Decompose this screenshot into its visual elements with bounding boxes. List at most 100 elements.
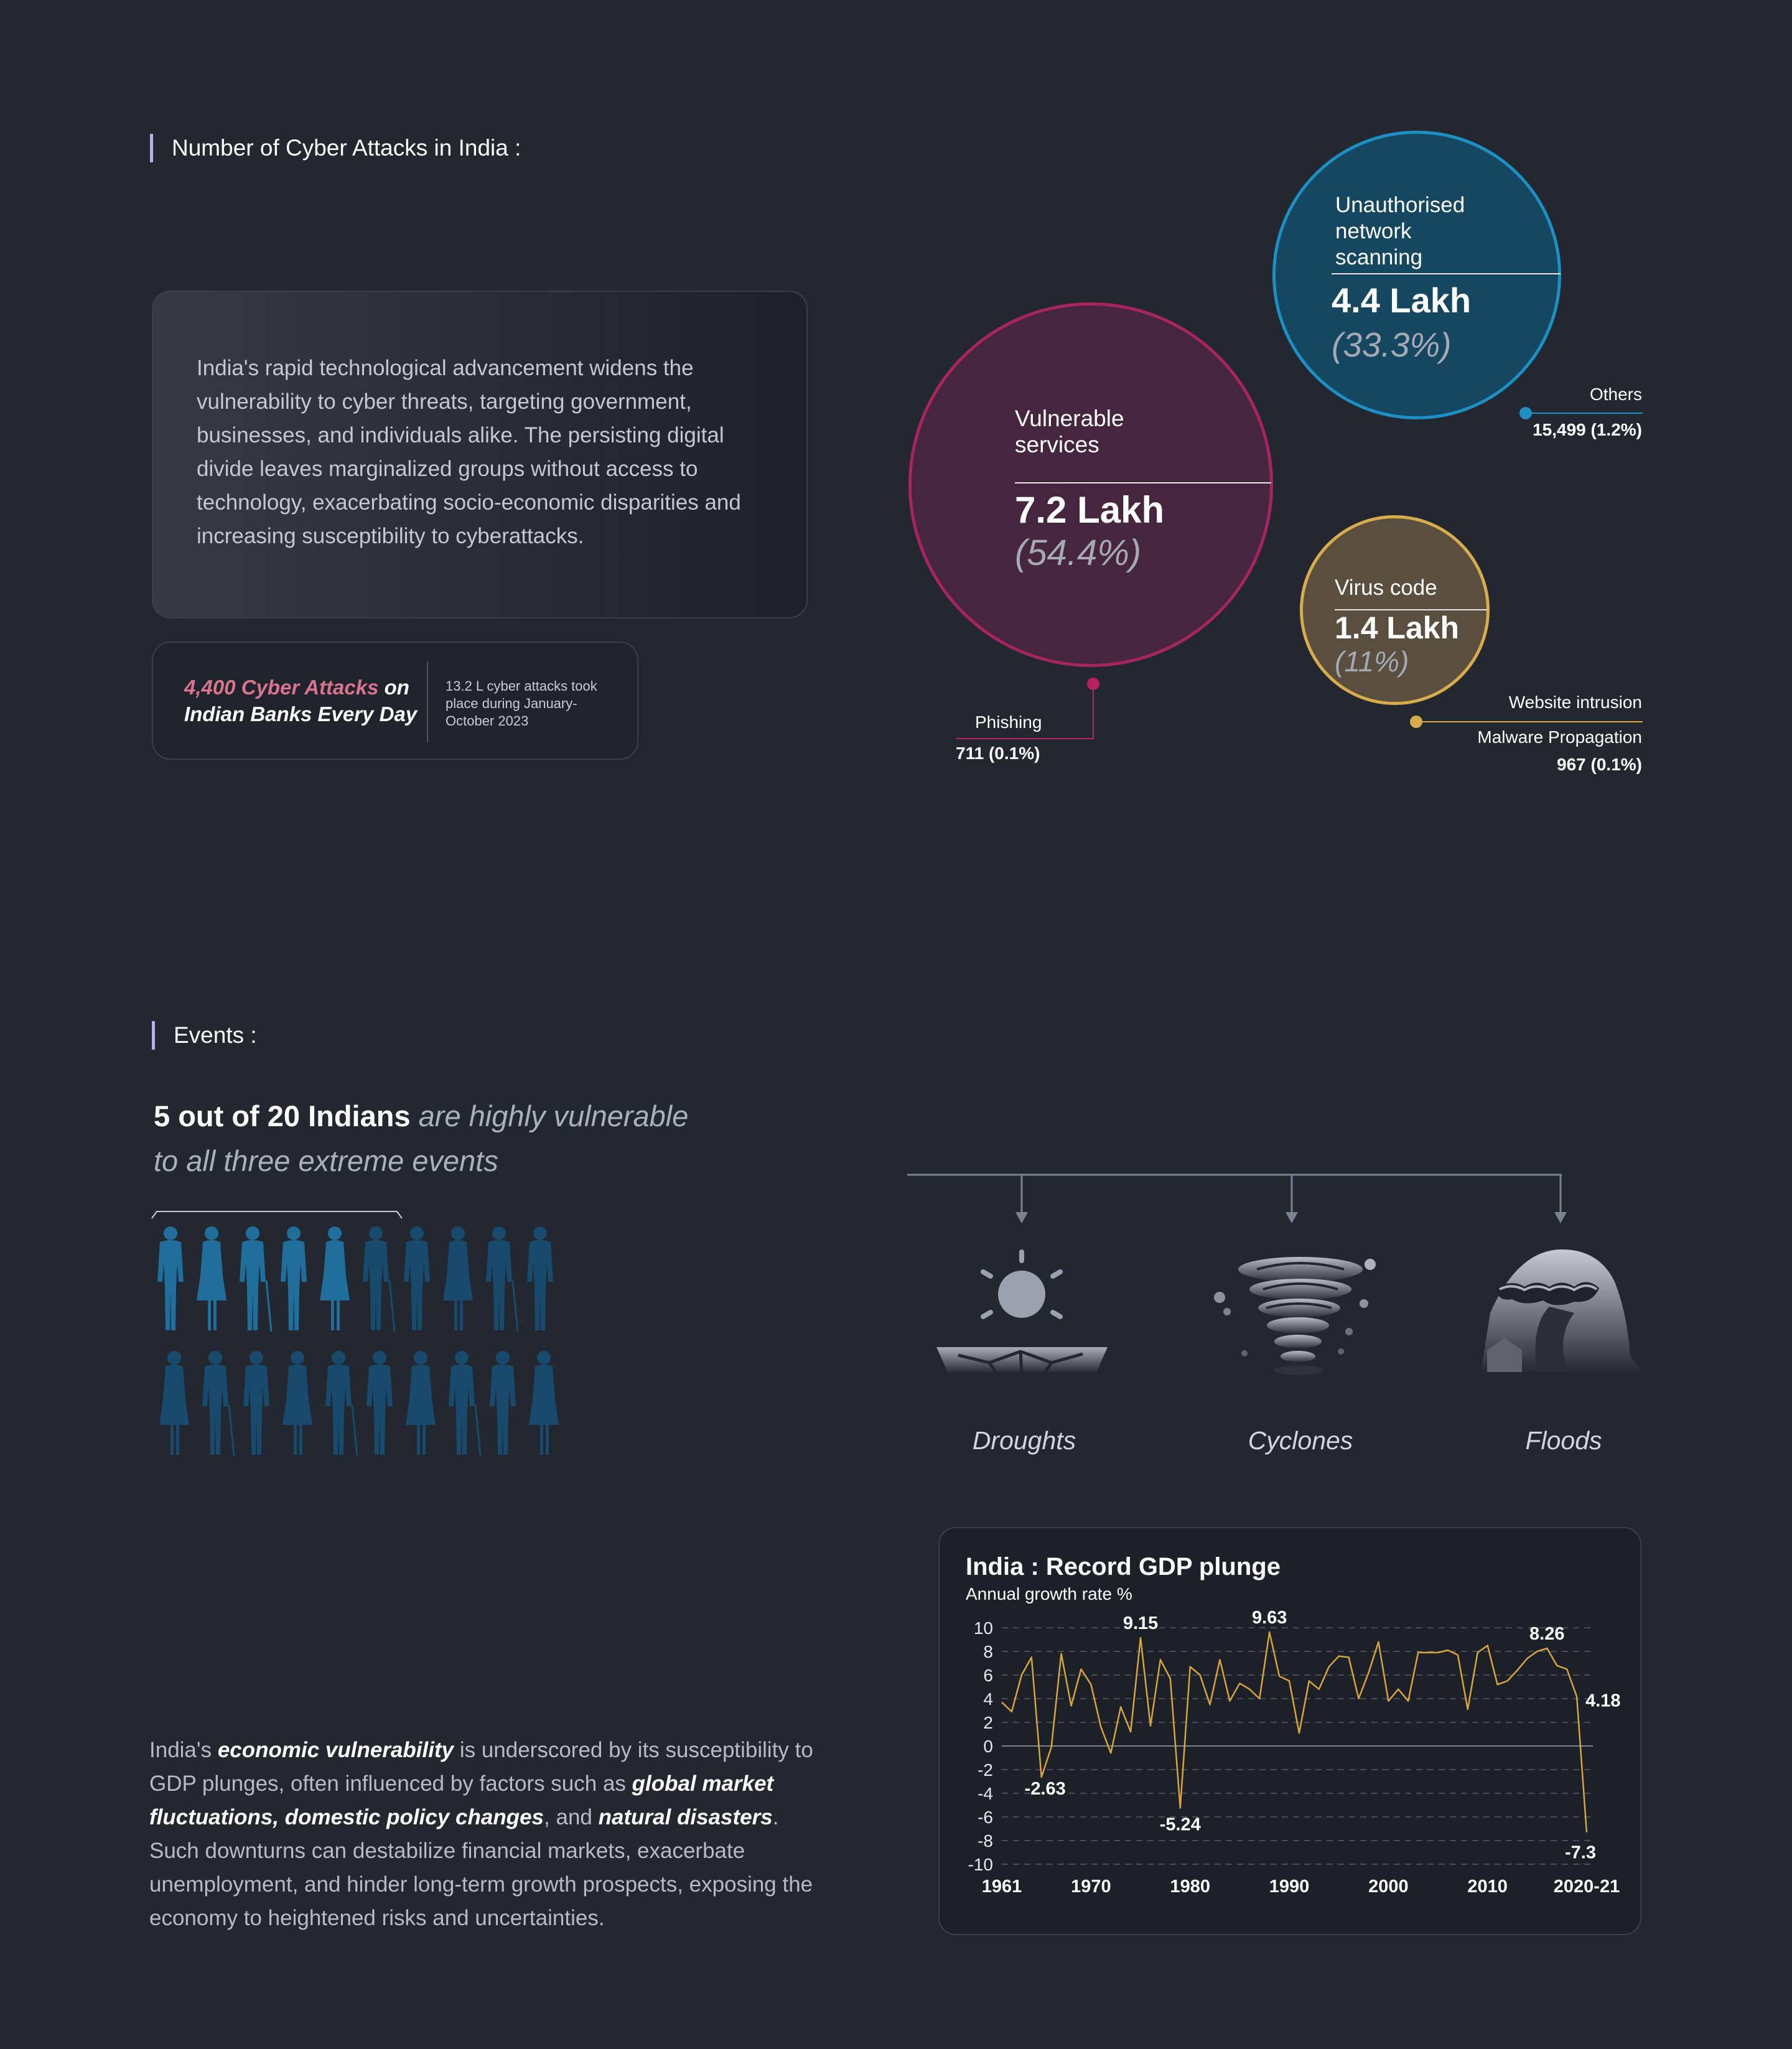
event-label-floods: Floods (1525, 1426, 1602, 1455)
website-intrusion-label: Website intrusion (1508, 693, 1642, 712)
data-label: 9.15 (1123, 1613, 1158, 1633)
person-icon (282, 1351, 312, 1455)
economy-text: India's economic vulnerability is unders… (149, 1734, 834, 1935)
person-icon (240, 1226, 273, 1332)
bubble-vulnerable-services (908, 302, 1273, 667)
x-tick-label: 1980 (1170, 1877, 1210, 1897)
person-icon (159, 1351, 189, 1455)
attacks-note: 13.2 L cyber attacks took place during J… (446, 678, 597, 729)
person-icon (202, 1351, 235, 1457)
events-section-heading: Events : (152, 1021, 257, 1050)
data-label: 8.26 (1529, 1624, 1564, 1644)
person-icon (449, 1351, 482, 1457)
data-label: -7.3 (1565, 1843, 1596, 1863)
events-connector (907, 1174, 1567, 1223)
y-tick-label: -6 (978, 1808, 993, 1827)
economy-text-part: . Such downturns can destabilize financi… (149, 1805, 813, 1930)
person-icon (527, 1226, 553, 1330)
y-tick-label: 8 (983, 1642, 993, 1661)
y-tick-label: 2 (983, 1713, 993, 1732)
bubble-label-vulnerable: Vulnerable services (1015, 406, 1124, 457)
others-value: 15,499 (1.2%) (1533, 420, 1642, 439)
bubble-label-virus: Virus code (1335, 576, 1437, 600)
bubble-network-scanning (1272, 131, 1561, 419)
highlight-bracket (151, 1211, 403, 1219)
intro-card: India's rapid technological advancement … (152, 291, 808, 618)
person-icon (366, 1351, 393, 1455)
person-icon (157, 1226, 184, 1330)
x-tick-label: 1990 (1269, 1877, 1310, 1897)
bank-attacks-card: 4,400 Cyber Attacks on Indian Banks Ever… (152, 642, 638, 760)
person-icon (243, 1351, 269, 1455)
bubble-label-scanning: Unauthorised network scanning (1335, 193, 1465, 269)
cyber-heading-text: Number of Cyber Attacks in India : (172, 135, 521, 161)
economy-text-part: , and (544, 1805, 599, 1829)
person-icon (490, 1351, 516, 1455)
bank-attacks-rest: on Indian Banks Every Day (184, 676, 418, 726)
x-tick-label: 1970 (1071, 1877, 1111, 1897)
events-headline-bold: 5 out of 20 Indians (154, 1099, 411, 1132)
y-tick-label: 0 (983, 1737, 993, 1756)
cyclone-icon (1214, 1257, 1376, 1375)
y-tick-label: 4 (983, 1689, 993, 1709)
bubble-pct-virus: (11%) (1335, 645, 1409, 678)
bank-attacks-statement: 4,400 Cyber Attacks on Indian Banks Ever… (184, 674, 421, 727)
malware-label: Malware Propagation (1477, 727, 1642, 747)
events-headline-rest: are highly vulnerable to all three extre… (154, 1099, 689, 1177)
x-tick-label: 2000 (1368, 1877, 1409, 1897)
heading-accent-bar (150, 134, 153, 162)
event-label-droughts: Droughts (972, 1426, 1076, 1455)
gdp-line-chart: 10 8 6 4 2 0 -2 -4 -6 -8 -10 1961 1970 1980 1990 2000 20… (968, 1608, 1621, 1897)
flood-icon (1481, 1249, 1643, 1372)
person-icon (443, 1226, 473, 1330)
cyber-section-heading: Number of Cyber Attacks in India : (150, 134, 521, 162)
phishing-leader (956, 684, 1094, 739)
person-icon (325, 1351, 358, 1457)
person-icon (529, 1351, 559, 1455)
person-icon (320, 1226, 350, 1330)
economy-text-emphasis: global market fluctuations, domestic pol… (149, 1771, 774, 1829)
bank-attacks-highlight: 4,400 Cyber Attacks (184, 676, 379, 699)
data-label: 4.18 (1585, 1691, 1620, 1711)
bubble-divider-vulnerable (1015, 482, 1271, 483)
person-icon (363, 1226, 396, 1332)
bubble-pct-scanning: (33.3%) (1332, 325, 1452, 364)
bubble-divider-scanning (1332, 273, 1561, 274)
x-tick-label: 2020-21 (1554, 1877, 1620, 1897)
drought-icon (936, 1249, 1108, 1373)
gdp-series-line (1001, 1631, 1588, 1832)
y-tick-label: 6 (983, 1666, 993, 1685)
x-tick-label: 2010 (1467, 1877, 1508, 1897)
intro-text: India's rapid technological advancement … (197, 356, 741, 548)
events-headline: 5 out of 20 Indians are highly vulnerabl… (154, 1094, 714, 1183)
y-tick-label: -2 (978, 1760, 993, 1780)
data-label: 9.63 (1252, 1608, 1287, 1628)
malware-value: 967 (0.1%) (1557, 755, 1642, 774)
others-label: Others (1589, 385, 1642, 404)
economy-text-part: is underscored by its susceptibility to … (149, 1738, 813, 1796)
event-label-cyclones: Cyclones (1248, 1426, 1353, 1455)
bubble-divider-virus (1335, 609, 1487, 610)
person-icon (486, 1226, 519, 1332)
economy-text-emphasis: natural disasters (598, 1805, 773, 1829)
data-label: -2.63 (1025, 1779, 1066, 1799)
bubble-value-scanning: 4.4 Lakh (1332, 281, 1472, 320)
bubble-pct-vulnerable: (54.4%) (1015, 533, 1142, 573)
annotation-leaders (956, 407, 1643, 739)
y-tick-label: -8 (978, 1831, 993, 1851)
person-icon (281, 1226, 307, 1330)
person-icon (197, 1226, 226, 1330)
person-icon (404, 1226, 430, 1330)
stat-divider (427, 661, 428, 742)
y-tick-label: -4 (978, 1784, 993, 1803)
y-tick-label: 10 (974, 1618, 993, 1638)
bubble-value-virus: 1.4 Lakh (1335, 610, 1460, 645)
phishing-value: 711 (0.1%) (956, 744, 1040, 763)
economy-text-part: India's (149, 1738, 218, 1762)
events-heading-text: Events : (174, 1022, 257, 1048)
gdp-chart-subtitle: Annual growth rate % (966, 1584, 1132, 1603)
gdp-chart-title: India : Record GDP plunge (966, 1553, 1281, 1580)
x-tick-label: 1961 (982, 1877, 1022, 1897)
gdp-chart-card: India : Record GDP plunge Annual growth … (938, 1527, 1641, 1935)
data-label: -5.24 (1160, 1815, 1201, 1835)
